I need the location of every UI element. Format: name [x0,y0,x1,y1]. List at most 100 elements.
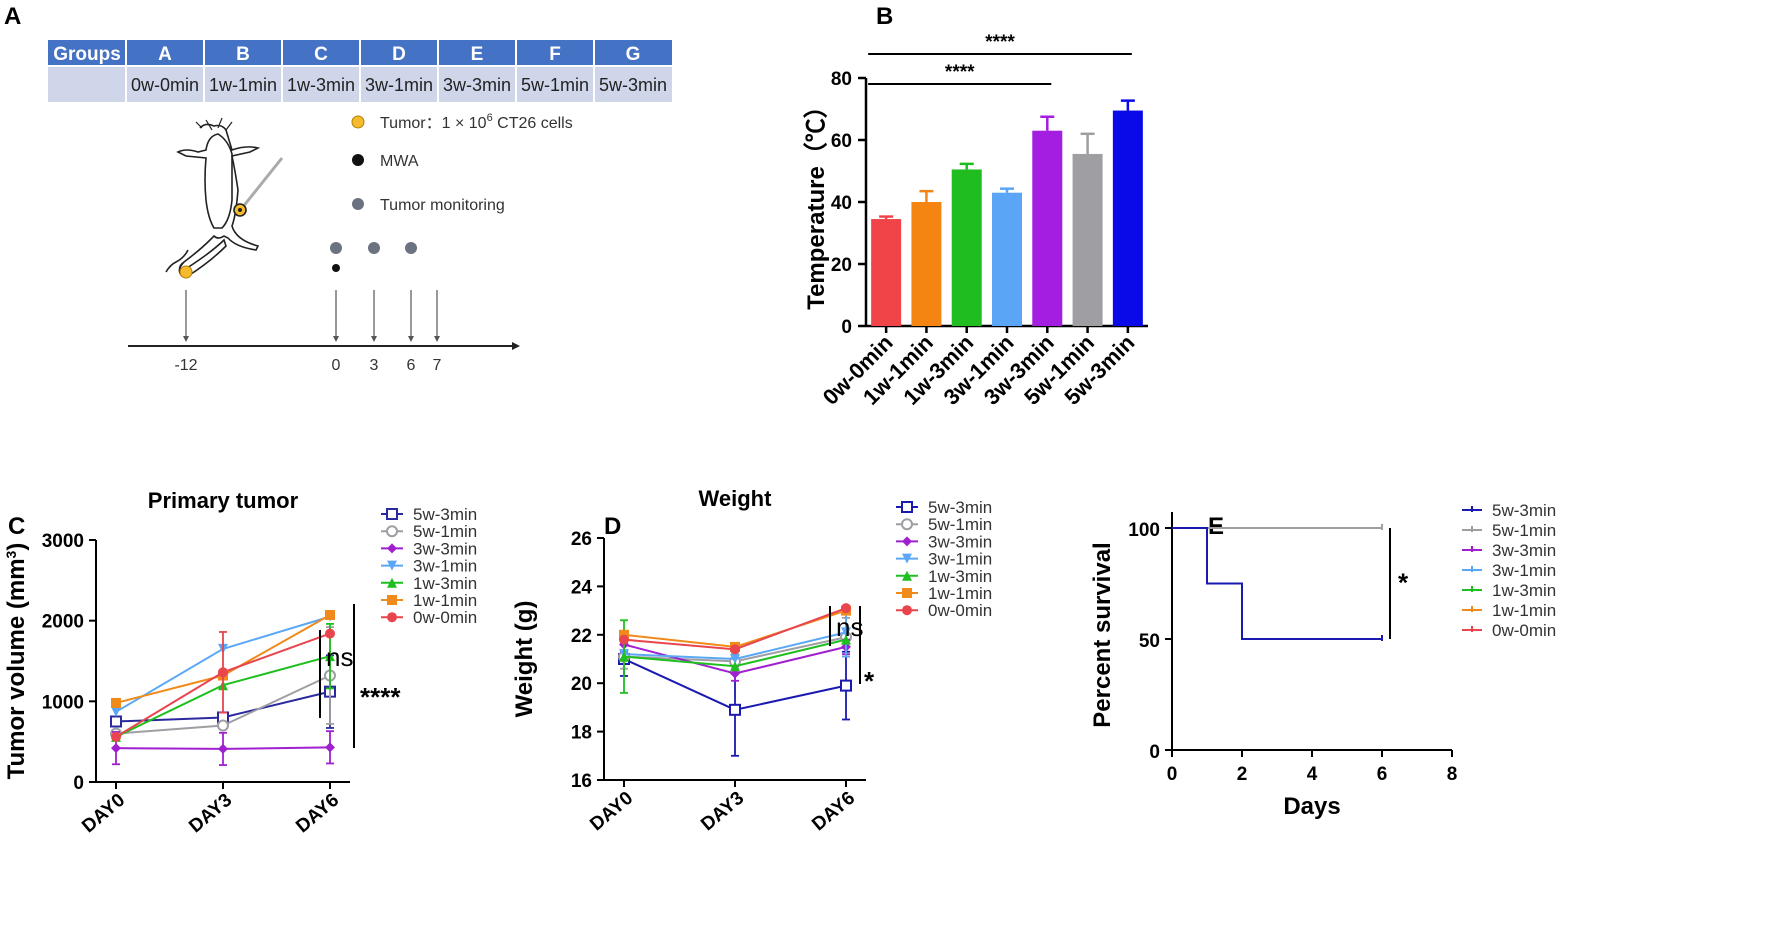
legend-label-5w-3min: 5w-3min [928,498,992,517]
timeline-arrowtip [183,336,189,342]
series-line-1w-1min [623,609,847,648]
temperature-bar-chart: 020406080Temperature（℃）0w-0min1w-1min1w-… [803,32,1148,410]
legend-marker-3w-1min [902,553,912,564]
table-header-e: E [471,44,484,65]
point-3w-3min-day0 [111,743,121,754]
significance-label-0: ns [836,612,863,642]
table-row-cell [48,66,126,102]
legend-sup: 6 [487,112,493,124]
point-0w-0min-day3 [218,667,228,678]
table-cell-0w-0min: 0w-0min [131,75,199,95]
timeline-monitor-icon [330,242,342,254]
panel-label-c: C [8,513,25,540]
table-row-cell [594,66,672,102]
y-tick-label: 3000 [42,531,84,552]
timeline-day-0: 0 [332,357,341,374]
x-tick-label-day3: DAY3 [697,788,748,836]
groups-table: Groups A 0w-0min B 1w-1min C 1w-3min D 3w-1min E 3… [48,40,672,102]
table-header-cell [48,40,126,66]
y-tick-label: 20 [571,674,592,695]
y-axis-title: Weight (g) [511,601,538,718]
significance-label-1: * [864,666,875,696]
legend-label-3w-1min: 3w-1min [1492,561,1556,580]
table-header-d: D [392,44,406,65]
legend-label-1w-3min: 1w-3min [1492,581,1556,600]
bar-0w-0min [871,219,902,326]
legend-marker-3w-1min [387,560,397,571]
timeline-day-6: 6 [407,357,416,374]
legend-marker-1w-1min [387,595,397,605]
y-tick-label: 22 [571,626,592,647]
timeline-arrowtip [371,336,377,342]
x-tick-label-day0: DAY0 [78,790,129,838]
legend-label-1w-3min: 1w-3min [928,567,992,586]
significance-label-0: ns [326,642,353,672]
panel-label-d: D [604,513,621,540]
timeline-mwa-icon [332,264,340,272]
x-tick-label-day6: DAY6 [808,788,859,836]
table-header-groups: Groups [53,44,121,65]
chart-title: Weight [699,486,773,511]
point-0w-0min-day0 [111,731,121,742]
x-tick-label: 0 [1167,764,1178,785]
point-0w-0min-day3 [730,644,740,655]
table-header-b: B [236,44,250,65]
timeline-monitor-icon [405,242,417,254]
timeline-arrowtip [408,336,414,342]
legend-label-5w-1min: 5w-1min [413,522,477,541]
timeline-day-12: -12 [174,357,197,374]
y-tick-label: 0 [1149,742,1160,763]
mwa-dot-icon [352,154,364,166]
table-header-cell [204,40,282,66]
table-row-cell [204,66,282,102]
tumor-volume-line-chart: 0 1000 2000 3000 DAY0 DAY3 DAY6 Primary tumor Tu… [3,488,477,837]
legend-marker-5w-3min [386,508,398,520]
y-tick-label: 20 [831,255,852,276]
bar-5w-3min [1112,110,1143,326]
legend-label-3w-3min: 3w-3min [1492,541,1556,560]
legend-marker-1w-3min [387,577,397,588]
table-row-cell [126,66,204,102]
timeline-tumor-icon [179,265,193,279]
legend-label-3w-1min: 3w-1min [928,550,992,569]
legend-marker-5w-1min [901,518,913,531]
legend-label-3w-3min: 3w-3min [413,539,477,558]
y-tick-label: 80 [831,69,852,90]
y-tick-label: 50 [1139,631,1160,652]
legend-label-0: Tumor：1 × 106 CT26 cells [380,112,573,132]
x-tick-label-day3: DAY3 [185,790,236,838]
table-header-f: F [549,44,561,65]
legend-marker-1w-3min [902,570,912,581]
timeline-day-7: 7 [433,357,442,374]
weight-line-chart: 16 18 20 22 24 26 DAY0 DAY3 DAY6 Weight Weight (g)… [511,486,992,835]
y-tick-label: 1000 [42,692,84,713]
legend-marker-0w-0min [902,605,912,616]
bar-3w-3min [1032,130,1063,326]
legend-label-5w-3min: 5w-3min [413,505,477,524]
legend-label-3w-1min: 3w-1min [413,557,477,576]
point-1w-1min-day6 [325,610,335,621]
y-axis-title: Tumor volume (mm3) [3,543,30,780]
legend-marker-5w-1min [386,525,398,538]
x-tick-label: 2 [1237,764,1248,785]
legend-label-1w-1min: 1w-1min [928,584,992,603]
table-header-cell [516,40,594,66]
point-0w-0min-day6 [325,628,335,639]
legend-label-1w-1min: 1w-1min [1492,601,1556,620]
point-0w-0min-day0 [619,634,629,645]
legend-tail: CT26 cells [493,115,573,132]
timeline-day-3: 3 [370,357,379,374]
table-cell-5w-1min: 5w-1min [521,75,589,95]
table-header-cell [360,40,438,66]
point-5w-3min-day0 [110,715,122,728]
y-tick-label: 2000 [42,612,84,633]
table-header-c: C [314,44,328,65]
legend-label-3w-3min: 3w-3min [928,532,992,551]
point-1w-3min-day3 [730,661,740,672]
point-1w-1min-day0 [111,697,121,708]
table-header-cell [438,40,516,66]
table-cell-5w-3min: 5w-3min [599,75,667,95]
table-header-a: A [158,44,172,65]
survival-line-5w-3min [1172,527,1382,640]
y-axis-title: Percent survival [1089,542,1116,727]
